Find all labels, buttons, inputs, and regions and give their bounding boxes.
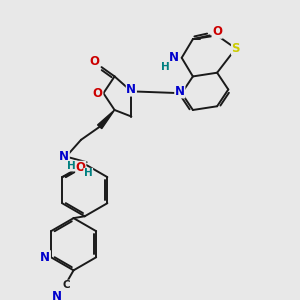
Text: N: N — [169, 51, 179, 64]
Text: H: H — [67, 161, 76, 171]
Text: O: O — [212, 25, 222, 38]
Text: N: N — [59, 150, 69, 163]
Text: N: N — [40, 251, 50, 264]
Text: N: N — [175, 85, 185, 98]
Text: N: N — [52, 290, 62, 300]
Text: O: O — [93, 87, 103, 100]
Text: H: H — [84, 168, 93, 178]
Text: O: O — [89, 55, 99, 68]
Text: C: C — [62, 280, 70, 290]
Polygon shape — [98, 110, 115, 129]
Text: S: S — [232, 42, 240, 55]
Text: N: N — [126, 83, 136, 96]
Text: O: O — [76, 161, 86, 174]
Text: H: H — [160, 62, 169, 72]
